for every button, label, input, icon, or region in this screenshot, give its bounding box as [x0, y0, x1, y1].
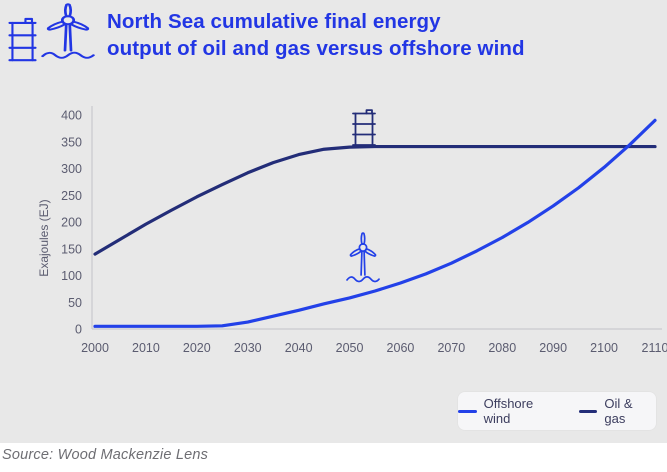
y-tick-label: 250 [61, 189, 82, 203]
page-title-line1: North Sea cumulative final energy [107, 10, 441, 33]
series-line-oil-gas [93, 144, 657, 256]
offshore-turbine-chart-icon [346, 232, 380, 283]
chart-legend: Offshore wind Oil & gas [458, 392, 656, 430]
legend-label-oil-gas: Oil & gas [604, 396, 633, 426]
y-tick-label: 100 [61, 269, 82, 283]
oil-barrel-chart-icon [352, 109, 376, 146]
oil-gas-line-swatch [578, 409, 598, 413]
chart-background [0, 0, 667, 443]
y-tick-label: 350 [61, 135, 82, 149]
x-tick-label: 2060 [387, 341, 415, 355]
series-line-offshore-wind [93, 118, 657, 328]
legend-item-oil-gas: Oil & gas [578, 396, 656, 426]
header: North Sea cumulative final energy output… [0, 0, 667, 90]
legend-item-offshore-wind: Offshore wind [458, 396, 562, 426]
source-attribution: Source: Wood Mackenzie Lens [2, 447, 209, 463]
oil-barrel-icon [8, 17, 37, 62]
line-chart: 0 50 100 150 200 250 300 350 400 2000 2010 2020 2030… [37, 106, 667, 355]
x-tick-label: 2070 [437, 341, 465, 355]
legend-label-offshore-wind: Offshore wind [483, 396, 534, 426]
x-tick-label: 2100 [590, 341, 618, 355]
x-tick-label: 2110 [642, 341, 667, 355]
x-tick-label: 2090 [539, 341, 567, 355]
y-tick-label: 400 [61, 109, 82, 123]
x-tick-label: 2040 [285, 341, 313, 355]
x-tick-label: 2010 [132, 341, 160, 355]
page-title-line2: output of oil and gas versus offshore wi… [107, 37, 525, 60]
x-tick-label: 2080 [488, 341, 516, 355]
y-tick-label: 50 [68, 296, 82, 310]
y-tick-label: 200 [61, 216, 82, 230]
axes: 0 50 100 150 200 250 300 350 400 2000 2010 2020 2030… [61, 106, 667, 355]
x-tick-label: 2000 [81, 341, 109, 355]
x-tick-label: 2020 [183, 341, 211, 355]
x-tick-label: 2030 [234, 341, 262, 355]
page-title: North Sea cumulative final energy output… [107, 8, 587, 62]
y-tick-label: 150 [61, 242, 82, 256]
series-lines [93, 118, 657, 328]
y-axis-title: Exajoules (EJ) [37, 199, 51, 276]
x-tick-label: 2050 [336, 341, 364, 355]
offshore-wind-line-swatch [458, 409, 477, 413]
y-tick-label: 300 [61, 162, 82, 176]
offshore-turbine-icon [41, 3, 95, 60]
y-tick-label: 0 [75, 323, 82, 337]
